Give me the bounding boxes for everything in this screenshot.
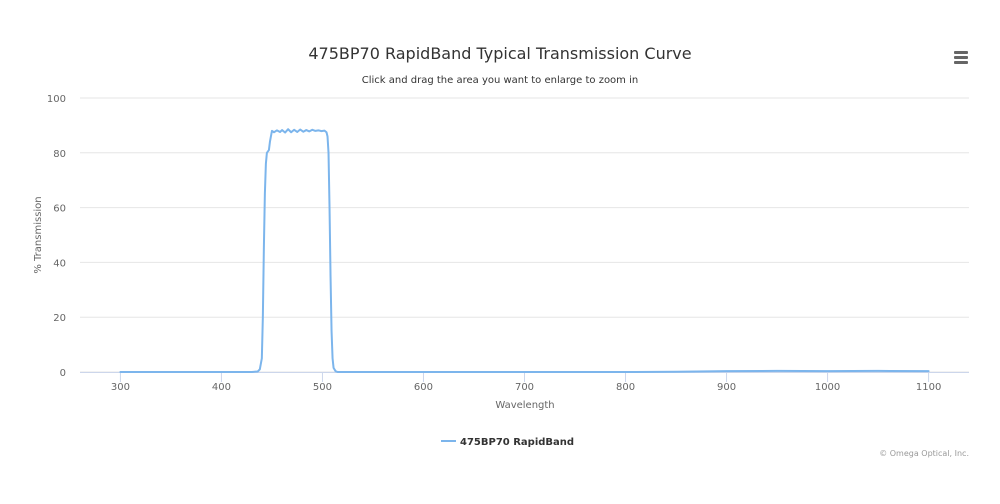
x-tick-label: 400 xyxy=(212,382,231,393)
axes: 0 20 40 60 80 100 300 400 500 600 700 800 900 1000 110… xyxy=(47,94,969,393)
x-tick-label: 900 xyxy=(717,382,736,393)
legend[interactable]: 475BP70 RapidBand xyxy=(441,437,574,448)
series-line-0[interactable] xyxy=(119,128,930,373)
x-tick-label: 700 xyxy=(515,382,534,393)
x-tick-label: 500 xyxy=(313,382,332,393)
grid-lines xyxy=(80,97,969,373)
x-axis-title: Wavelength xyxy=(495,400,554,411)
x-tick-label: 600 xyxy=(414,382,433,393)
y-tick-label: 80 xyxy=(53,149,66,160)
y-tick-label: 20 xyxy=(53,313,66,324)
hamburger-menu-icon[interactable] xyxy=(948,46,974,68)
y-tick-label: 0 xyxy=(60,368,66,379)
x-tick-label: 1100 xyxy=(916,382,941,393)
series-layer[interactable] xyxy=(119,128,930,373)
legend-label[interactable]: 475BP70 RapidBand xyxy=(460,437,574,448)
chart-subtitle: Click and drag the area you want to enla… xyxy=(362,75,638,86)
y-tick-label: 40 xyxy=(53,258,66,269)
y-axis-title: % Transmission xyxy=(33,196,44,273)
menu-bar xyxy=(954,61,968,64)
y-tick-label: 60 xyxy=(53,204,66,215)
menu-bar xyxy=(954,51,968,54)
x-tick-label: 800 xyxy=(616,382,635,393)
credits-text[interactable]: © Omega Optical, Inc. xyxy=(879,449,969,458)
menu-bar xyxy=(954,56,968,59)
x-tick-label: 1000 xyxy=(815,382,840,393)
x-tick-label: 300 xyxy=(111,382,130,393)
y-tick-label: 100 xyxy=(47,94,66,105)
chart-title: 475BP70 RapidBand Typical Transmission C… xyxy=(308,44,691,63)
